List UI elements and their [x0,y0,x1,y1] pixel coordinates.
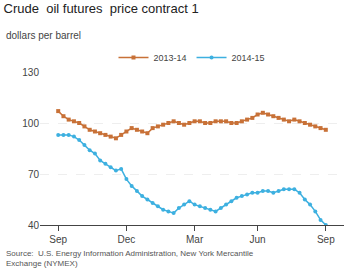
svg-text:100: 100 [22,118,39,129]
svg-text:Mar: Mar [186,234,204,245]
svg-text:Source: U.S. Energy Informati: Source: U.S. Energy Information Administ… [6,249,254,268]
svg-text:dollars per barrel: dollars per barrel [6,30,81,41]
svg-text:Sep: Sep [49,234,67,245]
svg-text:2014-15: 2014-15 [232,53,265,63]
svg-text:Sep: Sep [317,234,335,245]
svg-text:70: 70 [28,169,40,180]
svg-text:130: 130 [22,67,39,78]
svg-text:2013-14: 2013-14 [154,53,187,63]
svg-text:40: 40 [28,220,40,231]
svg-text:Jun: Jun [250,234,266,245]
svg-text:Dec: Dec [118,234,136,245]
svg-text:Crude oil futures price cont: Crude oil futures price contract 1 [4,1,199,16]
